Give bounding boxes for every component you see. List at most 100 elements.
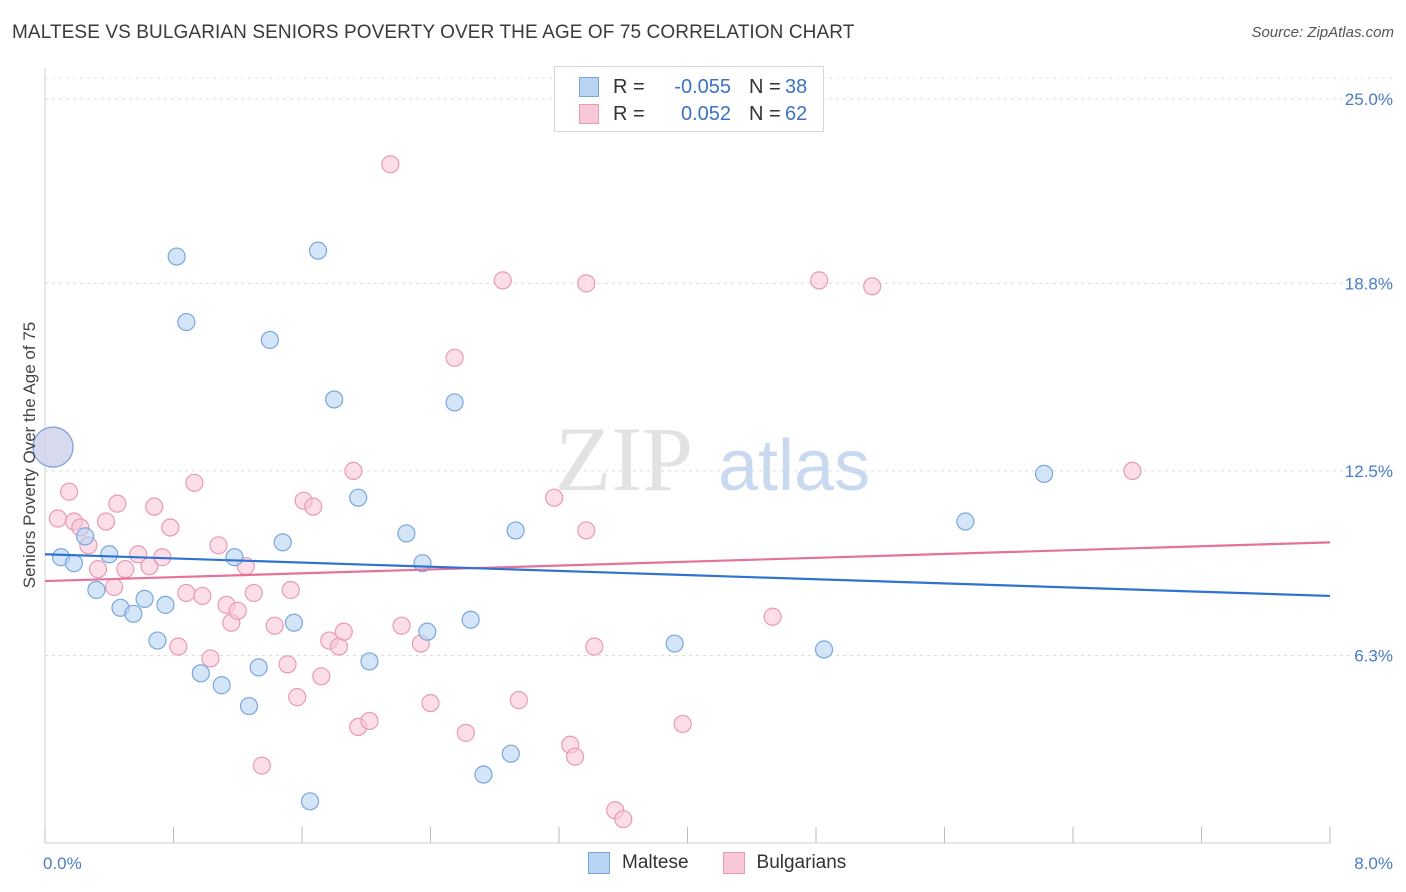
maltese-point xyxy=(124,604,143,623)
maltese-point xyxy=(418,622,437,641)
series-legend: Maltese Bulgarians xyxy=(588,852,880,874)
bulgarians-point xyxy=(344,461,363,481)
maltese-point xyxy=(325,390,344,409)
bulgarians-point xyxy=(116,560,135,579)
bulgarians-point xyxy=(577,521,596,540)
maltese-points xyxy=(32,241,1054,811)
bulgarians-point xyxy=(585,637,604,656)
trend-lines xyxy=(44,541,1331,598)
bulgarians-point xyxy=(863,277,882,296)
bulgarians-points xyxy=(32,155,1142,829)
legend-r-label: R = xyxy=(613,102,645,125)
bulgarians-point xyxy=(334,622,353,641)
legend-r-label: R = xyxy=(613,75,645,98)
legend-r-value: -0.055 xyxy=(674,75,731,98)
maltese-point xyxy=(814,640,834,659)
maltese-point xyxy=(87,580,106,600)
correlation-legend: R = -0.055 N = 38 R = 0.052 N = 62 xyxy=(554,66,824,132)
y-tick-label: 18.8% xyxy=(1345,274,1393,293)
maltese-point xyxy=(284,613,304,632)
chart-title: MALTESE VS BULGARIAN SENIORS POVERTY OVE… xyxy=(12,22,855,43)
maltese-point xyxy=(308,241,328,260)
maltese-point xyxy=(349,488,368,507)
watermark: ZIP atlas xyxy=(555,408,870,510)
bulgarians-point xyxy=(381,155,400,174)
maltese-point xyxy=(249,658,268,677)
maltese-point xyxy=(360,652,379,671)
maltese-point xyxy=(956,512,975,531)
bulgarians-point xyxy=(288,688,307,707)
bulgarians-point xyxy=(545,488,564,507)
bulgarians-point xyxy=(228,601,247,620)
legend-n-value: 62 xyxy=(785,102,808,125)
bulgarians-point xyxy=(810,271,829,290)
legend-swatch-maltese xyxy=(588,852,610,874)
bulgarians-point xyxy=(509,691,528,710)
legend-item-bulgarians: Bulgarians xyxy=(722,852,846,874)
maltese-point xyxy=(167,247,186,266)
bulgarians-point xyxy=(493,271,512,290)
bulgarians-point xyxy=(209,536,228,555)
maltese-point xyxy=(225,548,244,567)
bulgarians-point xyxy=(392,616,411,635)
maltese-point xyxy=(1034,464,1054,483)
bulgarians-point xyxy=(421,693,440,713)
watermark-zip: ZIP xyxy=(555,408,693,510)
maltese-point xyxy=(501,744,520,763)
bulgarians-point xyxy=(278,655,297,674)
bulgarians-point xyxy=(145,497,164,516)
bulgarians-point xyxy=(104,577,124,597)
source-label: Source: ZipAtlas.com xyxy=(1251,24,1394,41)
bulgarians-point xyxy=(244,583,263,603)
maltese-point xyxy=(300,792,320,811)
bulgarians-point xyxy=(201,649,220,668)
legend-label-maltese: Maltese xyxy=(622,852,689,873)
y-tick-labels: 6.3% 12.5% 18.8% 25.0% xyxy=(1345,90,1393,666)
bulgarians-point xyxy=(108,494,127,513)
maltese-point xyxy=(397,524,416,543)
legend-n-label: N = xyxy=(749,102,781,125)
y-tick-label: 6.3% xyxy=(1354,646,1393,665)
maltese-point xyxy=(64,554,84,573)
bulgarians-point xyxy=(177,583,196,603)
bulgarians-point xyxy=(312,667,331,686)
maltese-point xyxy=(32,426,74,468)
legend-row-maltese: R = -0.055 N = 38 xyxy=(579,74,807,100)
watermark-atlas: atlas xyxy=(718,426,870,506)
maltese-point xyxy=(461,610,480,629)
maltese-point xyxy=(100,545,119,564)
legend-swatch-bulgarians xyxy=(579,104,599,124)
legend-item-maltese: Maltese xyxy=(588,852,689,874)
maltese-point xyxy=(260,330,279,350)
bulgarians-point xyxy=(96,512,116,531)
bulgarians-point xyxy=(193,586,212,606)
legend-n-label: N = xyxy=(749,75,781,98)
bulgarians-point xyxy=(48,509,67,528)
bulgarians-point xyxy=(161,518,180,537)
maltese-point xyxy=(445,393,464,412)
bulgarians-point xyxy=(445,348,464,367)
y-tick-label: 25.0% xyxy=(1345,90,1393,109)
bulgarians-point xyxy=(565,747,585,766)
bulgarians-point xyxy=(360,711,379,731)
bulgarians-point xyxy=(456,723,475,742)
legend-row-bulgarians: R = 0.052 N = 62 xyxy=(579,101,807,127)
legend-r-value: 0.052 xyxy=(680,102,731,125)
y-tick-label: 12.5% xyxy=(1345,462,1393,481)
maltese-point xyxy=(212,676,231,695)
bulgarians-point xyxy=(763,607,782,626)
maltese-point xyxy=(177,312,196,332)
maltese-trend-line xyxy=(44,553,1331,598)
maltese-point xyxy=(665,634,684,653)
bulgarians-point xyxy=(252,756,271,775)
maltese-point xyxy=(239,696,259,716)
bulgarians-point xyxy=(265,616,284,635)
bulgarians-point xyxy=(281,580,300,600)
x-tick-label: 0.0% xyxy=(43,854,82,873)
y-axis-label: Seniors Poverty Over the Age of 75 xyxy=(20,322,39,588)
bulgarians-trend-line xyxy=(44,541,1331,583)
maltese-point xyxy=(191,664,210,683)
bulgarians-point xyxy=(59,482,79,501)
maltese-point xyxy=(273,533,292,552)
